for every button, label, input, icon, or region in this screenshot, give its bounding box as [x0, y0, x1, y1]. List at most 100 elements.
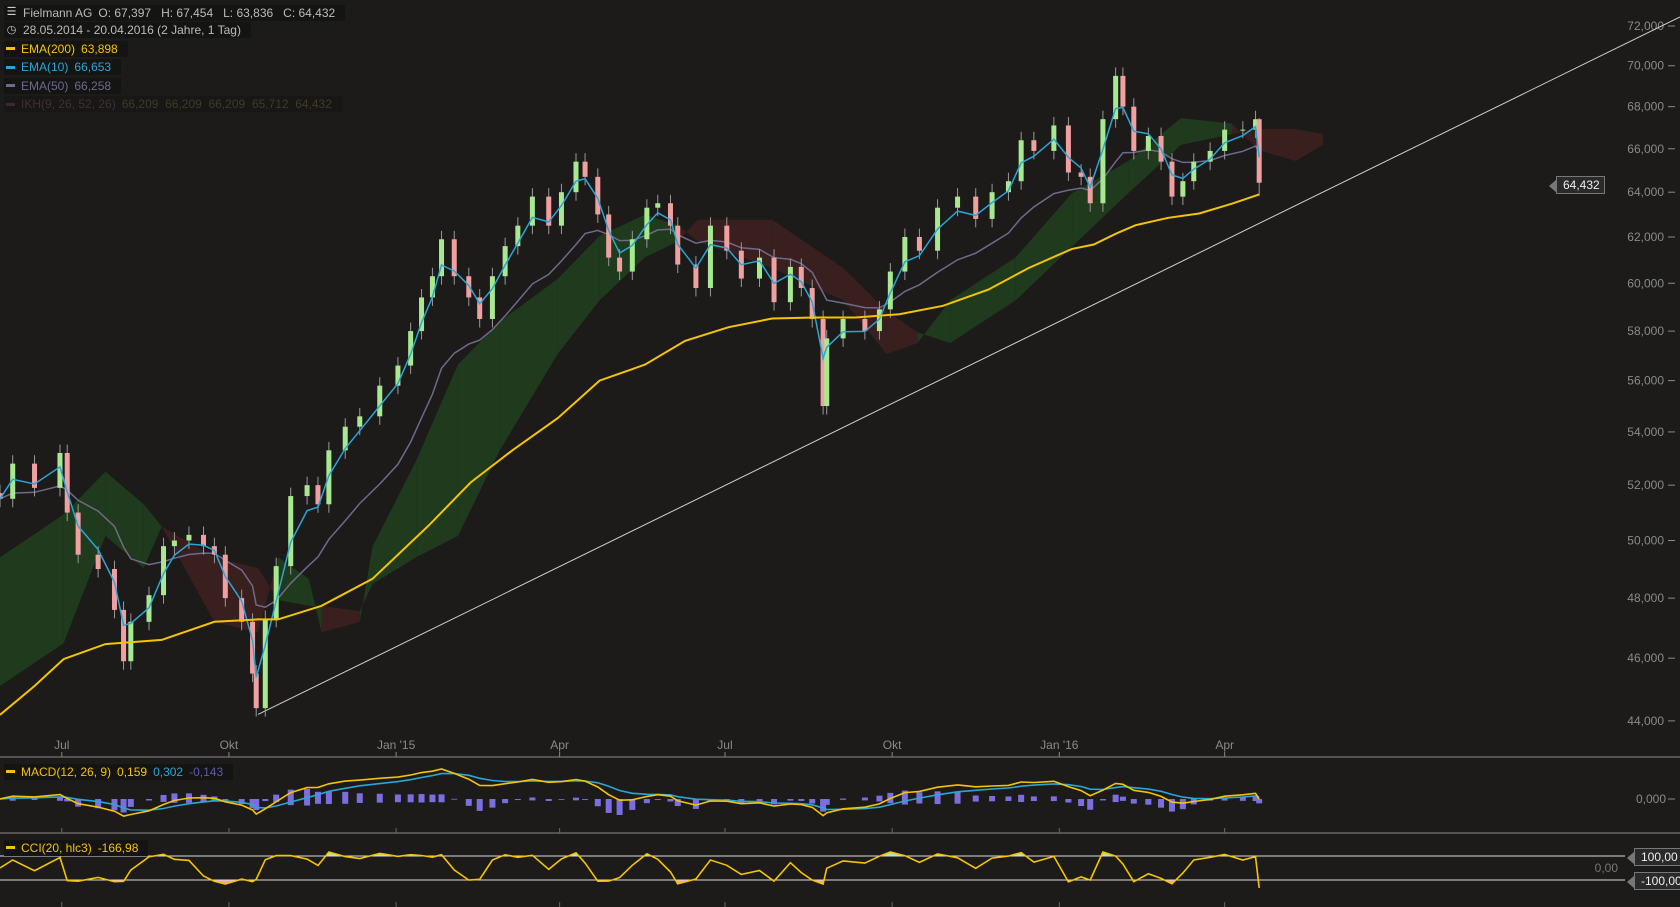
candle-body [1031, 140, 1037, 151]
candle-body [707, 225, 713, 288]
macd-legend[interactable]: MACD(12, 26, 9) 0,159 0,302 -0,143 [4, 761, 234, 780]
macd-histogram-bar [1030, 796, 1037, 802]
macd-histogram-bar [438, 794, 445, 803]
macd-histogram-bar [840, 798, 847, 800]
cci-upper-tag: 100,00 [1627, 848, 1680, 866]
candle-body [1005, 181, 1011, 193]
candle-body [57, 452, 63, 488]
legend-ichimoku[interactable]: IKH(9, 26, 52, 26) 66,209 66,209 66,209 … [4, 96, 342, 112]
ema200-line [0, 193, 1260, 716]
macd-histogram-bar [654, 799, 661, 800]
candle-body [724, 225, 730, 251]
candle-body [787, 266, 793, 303]
macd-histogram-bar [120, 799, 127, 813]
x-tick-label: Okt [220, 738, 239, 752]
candle-body [820, 318, 826, 407]
macd-histogram-bar [876, 795, 883, 802]
candle-body [64, 452, 70, 513]
candle-body [1087, 176, 1093, 204]
x-tick-label: Apr [1215, 738, 1234, 752]
macd-histogram-bar [171, 793, 178, 803]
macd-histogram-bar [1145, 799, 1152, 805]
candle-body [973, 196, 979, 219]
candle-body [573, 161, 579, 193]
candle-body [644, 207, 650, 240]
candle-body [288, 496, 294, 567]
legend-ema50[interactable]: EMA(50) 66,258 [4, 77, 122, 94]
macd-histogram-bar [31, 798, 38, 801]
candle-body [1113, 75, 1119, 120]
ichimoku-cloud-segment [0, 514, 64, 687]
candle-body [1169, 161, 1175, 197]
ema10-value: 66,653 [74, 60, 112, 74]
macd-histogram-bar [145, 799, 152, 801]
macd-histogram-bar [342, 791, 349, 804]
candle-body [253, 673, 259, 709]
candle-body [1207, 150, 1213, 162]
macd-histogram-bar [989, 795, 996, 802]
candle-body [757, 257, 763, 279]
macd-histogram-bar [954, 792, 961, 804]
x-tick-label: Jul [717, 738, 732, 752]
macd-histogram-bar [820, 799, 827, 812]
candle-body [304, 485, 310, 497]
macd-histogram-bar [429, 794, 436, 803]
candle-body [606, 214, 612, 258]
chart-settings-icon[interactable]: ☰ [6, 6, 17, 18]
legend-ema10[interactable]: EMA(10) 66,653 [4, 59, 122, 75]
cci-value: -166,98 [97, 840, 139, 855]
candle-body [186, 534, 192, 541]
legend-ema200[interactable]: EMA(200) 63,898 [4, 40, 128, 57]
macd-histogram-bar [75, 799, 82, 807]
macd-histogram-bar [502, 799, 509, 804]
macd-value: 0,159 [117, 764, 148, 779]
candle-body [1120, 75, 1126, 107]
candle-body [629, 239, 635, 272]
candle-body [357, 416, 363, 427]
cci-legend[interactable]: CCI(20, hlc3) -166,98 [4, 837, 149, 856]
macd-histogram-bar [56, 796, 63, 801]
candle-body [862, 318, 868, 332]
cci-label: CCI(20, hlc3) [21, 840, 92, 855]
macd-histogram-bar [394, 794, 401, 803]
macd-histogram-bar [95, 799, 102, 809]
candle-body [201, 534, 207, 547]
macd-histogram-bar [1158, 799, 1165, 808]
instrument-row: ☰ Fielmann AG O: 67,397 H: 67,454 L: 63,… [4, 4, 346, 21]
macd-histogram-bar [314, 791, 321, 804]
macd-histogram-bar [465, 799, 472, 806]
ohlc-readout: O: 67,397 H: 67,454 L: 63,836 C: 64,432 [98, 5, 336, 20]
macd-histogram-value: -0,143 [189, 764, 224, 779]
macd-histogram-bar [1050, 796, 1057, 802]
y-tick-label: 60,000 [1627, 276, 1664, 290]
macd-histogram-bar [771, 799, 778, 805]
ichimoku-label: IKH(9, 26, 52, 26) [21, 97, 116, 111]
candle-body [1100, 119, 1106, 204]
candle-body [489, 276, 495, 319]
candle-body [1018, 140, 1024, 182]
macd-histogram-bar [809, 799, 816, 804]
macd-histogram-bar [1065, 799, 1072, 803]
macd-histogram-bar [798, 799, 805, 801]
y-tick-label: 46,000 [1627, 651, 1664, 665]
candle-body [1065, 125, 1071, 173]
ichimoku-cloud-segment [258, 557, 279, 633]
y-tick-label: 56,000 [1627, 374, 1664, 388]
cci-overbought-fill [0, 852, 1260, 856]
ema200-value: 63,898 [81, 41, 118, 56]
y-tick-label: 50,000 [1627, 534, 1664, 548]
cci-swatch [6, 846, 15, 849]
instrument-name: Fielmann AG [23, 5, 93, 20]
candle-body [798, 266, 804, 288]
macd-zero-label: 0,000 [1635, 792, 1666, 806]
y-tick-label: 54,000 [1627, 425, 1664, 439]
candle-body [529, 196, 535, 226]
macd-label: MACD(12, 26, 9) [21, 764, 112, 779]
ichimoku-cloud-segment [1259, 128, 1296, 162]
macd-histogram-bar [1087, 799, 1094, 810]
macd-histogram-bar [160, 794, 167, 802]
ichimoku-cloud-segment [457, 321, 500, 537]
ichimoku-cloud-segment [772, 219, 844, 301]
candle-body [546, 196, 552, 226]
